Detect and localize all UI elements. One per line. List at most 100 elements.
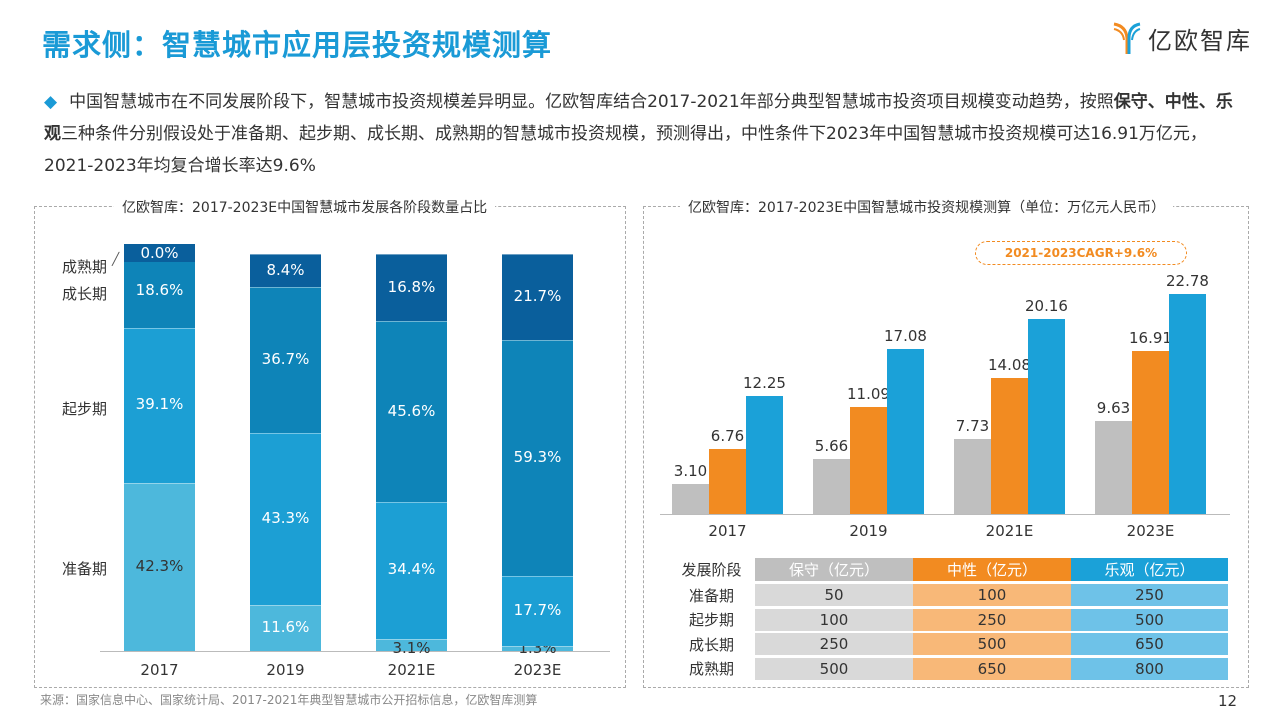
legend-prep: 准备期	[62, 560, 108, 578]
intro-pre: 中国智慧城市在不同发展阶段下，智慧城市投资规模差异明显。亿欧智库结合2017-2…	[69, 92, 1114, 112]
bar-conservative	[813, 459, 850, 514]
bar-segment-0	[502, 645, 573, 651]
x-tick-label: 2019	[266, 661, 305, 679]
table-header: 中性（亿元）	[913, 558, 1071, 581]
data-label: 5.66	[814, 437, 849, 456]
legend-start: 起步期	[62, 400, 108, 418]
data-label: 43.3%	[261, 508, 310, 527]
x-tick-label: 2023E	[513, 661, 562, 679]
logo-text: 亿欧智库	[1148, 26, 1252, 55]
data-label: 3.1%	[392, 639, 431, 657]
bar-segment-0	[250, 604, 321, 651]
table-row-label: 起步期	[668, 607, 755, 631]
data-label: 45.6%	[387, 401, 436, 420]
table-cell: 500	[913, 632, 1071, 655]
data-label: 9.63	[1096, 398, 1131, 417]
bar-optimistic	[746, 395, 783, 514]
data-label: 11.09	[847, 384, 890, 403]
bar-segment-1	[250, 433, 321, 605]
source-note: 来源：国家信息中心、国家统计局、2017-2021年典型智慧城市公开招标信息，亿…	[40, 693, 538, 707]
data-label: 22.78	[1166, 271, 1209, 290]
leader-line: ╱	[112, 252, 120, 266]
cagr-annotation: 2021-2023CAGR+9.6%	[975, 241, 1187, 265]
bar-segment-1	[376, 502, 447, 639]
data-label: 20.16	[1025, 297, 1068, 316]
data-label: 6.76	[710, 426, 745, 445]
bar-segment-1	[502, 575, 573, 646]
data-label: 18.6%	[135, 280, 184, 299]
bar-segment-1	[124, 327, 195, 484]
bar-segment-2	[502, 340, 573, 576]
x-tick-label: 2017	[708, 522, 747, 540]
intro-post: 三种条件分别假设处于准备期、起步期、成长期、成熟期的智慧城市投资规模，预测得出，…	[44, 124, 1207, 176]
data-label: 8.4%	[266, 260, 305, 279]
diamond-icon: ◆	[44, 92, 58, 112]
table-cell: 800	[1071, 656, 1228, 680]
logo-icon	[1113, 22, 1141, 54]
intro-text: ◆ 中国智慧城市在不同发展阶段下，智慧城市投资规模差异明显。亿欧智库结合2017-…	[44, 86, 1244, 182]
data-label: 12.25	[743, 373, 786, 392]
bar-optimistic	[1169, 293, 1206, 514]
table-cell: 100	[755, 607, 913, 631]
data-label: 17.7%	[513, 600, 562, 619]
intro-bold: 保守、中性、乐观	[44, 92, 1233, 144]
x-tick-label: 2023E	[1126, 522, 1175, 540]
data-label: 3.10	[673, 462, 708, 481]
table-cell: 250	[755, 632, 913, 655]
bar-neutral	[709, 448, 746, 514]
x-axis	[100, 651, 610, 652]
data-label: 16.91	[1129, 328, 1172, 347]
table-cell: 650	[913, 656, 1071, 680]
data-label: 16.8%	[387, 277, 436, 296]
x-tick-label: 2019	[849, 522, 888, 540]
bar-optimistic	[887, 349, 924, 514]
data-label: 14.08	[988, 355, 1031, 374]
bar-segment-3	[250, 254, 321, 288]
data-label: 59.3%	[513, 447, 562, 466]
bar-neutral	[1132, 350, 1169, 514]
table-header: 发展阶段	[668, 558, 755, 581]
bar-segment-3	[502, 254, 573, 341]
bar-neutral	[850, 406, 887, 514]
data-label: 36.7%	[261, 350, 310, 369]
x-tick-label: 2021E	[387, 661, 436, 679]
table-row-label: 成长期	[668, 632, 755, 655]
legend-growth: 成长期	[62, 285, 108, 303]
table-header: 保守（亿元）	[755, 558, 913, 581]
bar-conservative	[1095, 420, 1132, 514]
bar-segment-2	[250, 287, 321, 434]
data-label: 17.08	[884, 327, 927, 345]
table-cell: 500	[1071, 607, 1228, 631]
table-cell: 650	[1071, 632, 1228, 655]
bar-conservative	[954, 439, 991, 514]
logo: 亿欧智库	[1112, 18, 1252, 58]
bar-segment-2	[376, 321, 447, 503]
table-header: 乐观（亿元）	[1071, 558, 1228, 581]
table-cell: 500	[755, 656, 913, 680]
data-label: 11.6%	[261, 617, 310, 636]
table-cell: 100	[913, 583, 1071, 606]
right-chart-title: 亿欧智库：2017-2023E中国智慧城市投资规模测算（单位：万亿元人民币）	[680, 197, 1174, 217]
data-label: 7.73	[955, 417, 990, 436]
data-label: 21.7%	[513, 287, 562, 306]
x-axis	[660, 514, 1230, 515]
table-cell: 250	[1071, 583, 1228, 606]
bar-segment-0	[124, 483, 195, 651]
table-row-label: 准备期	[668, 583, 755, 606]
table-cell: 50	[755, 583, 913, 606]
bar-optimistic	[1028, 319, 1065, 514]
table-cell: 250	[913, 607, 1071, 631]
data-label: 39.1%	[135, 395, 184, 414]
x-tick-label: 2021E	[985, 522, 1034, 540]
data-label: 34.4%	[387, 560, 436, 579]
data-label: 42.3%	[135, 557, 184, 576]
bar-neutral	[991, 377, 1028, 514]
bar-segment-0	[376, 638, 447, 651]
bar-conservative	[672, 484, 709, 514]
bar-segment-3	[376, 254, 447, 322]
page-number: 12	[1218, 692, 1238, 710]
legend-mature: 成熟期	[62, 258, 108, 276]
table-row-label: 成熟期	[668, 656, 755, 680]
left-chart-title: 亿欧智库：2017-2023E中国智慧城市发展各阶段数量占比	[114, 197, 496, 217]
data-label: 0.0%	[124, 244, 195, 262]
